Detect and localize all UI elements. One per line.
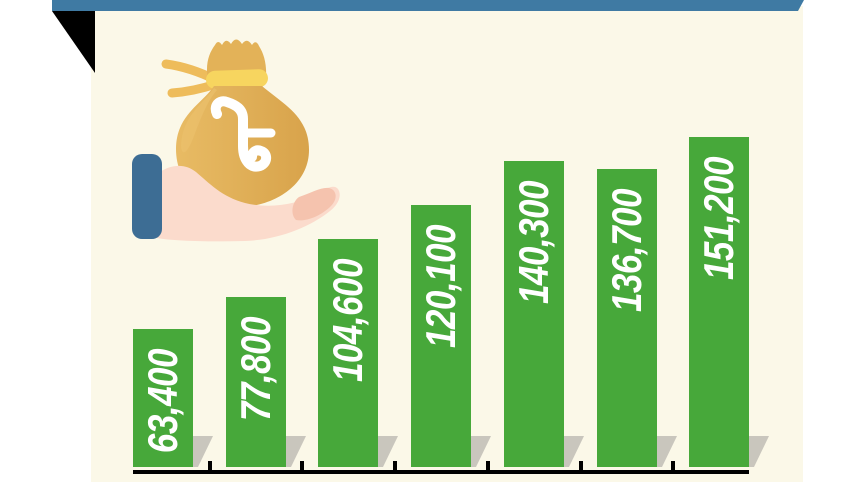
x-axis-tick	[300, 461, 304, 474]
bar: 140,300	[504, 161, 584, 467]
bar-value-label: 104,600	[324, 259, 372, 383]
x-axis-tick	[393, 461, 397, 474]
open-hand-icon	[157, 165, 340, 242]
bar-value-label: 120,100	[417, 225, 465, 349]
x-axis-tick	[671, 461, 675, 474]
taka-symbol-icon	[210, 96, 272, 172]
corner-fold-ribbon	[52, 11, 95, 73]
x-axis-tick	[486, 461, 490, 474]
bar-value-label: 77,800	[232, 317, 280, 422]
bar: 136,700	[597, 169, 677, 467]
bar-value-label: 151,200	[695, 157, 743, 281]
bar: 104,600	[318, 239, 398, 467]
top-accent-bar	[52, 0, 804, 11]
fingertips-shade-icon	[292, 187, 336, 221]
bar-value-label: 63,400	[139, 349, 187, 454]
x-axis-line	[133, 470, 749, 474]
sleeve-cuff-icon	[132, 154, 162, 239]
bar: 120,100	[411, 205, 491, 467]
x-axis-tick	[208, 461, 212, 474]
bar: 151,200	[689, 137, 769, 467]
x-axis-tick	[579, 461, 583, 474]
bar-value-label: 140,300	[510, 181, 558, 305]
bar-value-label: 136,700	[603, 189, 651, 313]
bar: 63,400	[133, 329, 213, 467]
bag-tie-icon	[206, 69, 268, 89]
hand-holding-money-bag-icon	[132, 39, 340, 242]
bag-highlight-icon	[181, 88, 217, 153]
bar: 77,800	[226, 297, 306, 467]
